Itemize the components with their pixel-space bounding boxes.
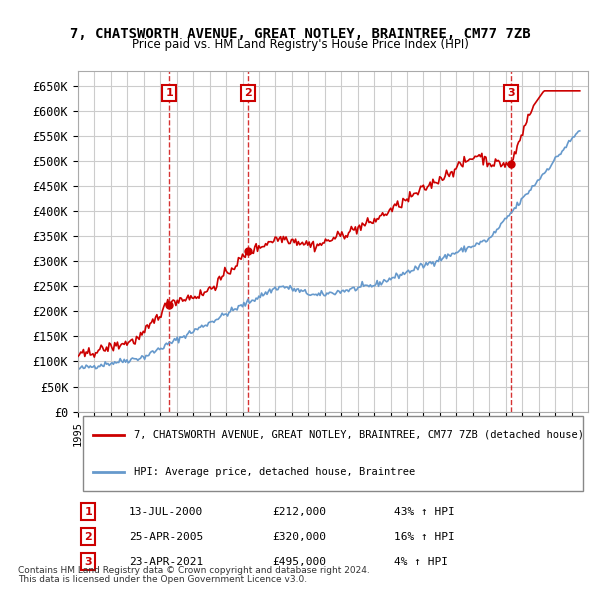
- Text: 7, CHATSWORTH AVENUE, GREAT NOTLEY, BRAINTREE, CM77 7ZB (detached house): 7, CHATSWORTH AVENUE, GREAT NOTLEY, BRAI…: [134, 430, 584, 440]
- Text: 13-JUL-2000: 13-JUL-2000: [129, 507, 203, 517]
- Text: 4% ↑ HPI: 4% ↑ HPI: [394, 556, 448, 566]
- Text: 25-APR-2005: 25-APR-2005: [129, 532, 203, 542]
- Text: 1: 1: [165, 88, 173, 98]
- Text: £212,000: £212,000: [272, 507, 326, 517]
- Text: 2: 2: [244, 88, 251, 98]
- Text: 2: 2: [85, 532, 92, 542]
- Text: 23-APR-2021: 23-APR-2021: [129, 556, 203, 566]
- Text: 16% ↑ HPI: 16% ↑ HPI: [394, 532, 455, 542]
- Text: £320,000: £320,000: [272, 532, 326, 542]
- Text: Price paid vs. HM Land Registry's House Price Index (HPI): Price paid vs. HM Land Registry's House …: [131, 38, 469, 51]
- Text: This data is licensed under the Open Government Licence v3.0.: This data is licensed under the Open Gov…: [18, 575, 307, 584]
- Text: Contains HM Land Registry data © Crown copyright and database right 2024.: Contains HM Land Registry data © Crown c…: [18, 566, 370, 575]
- Text: 1: 1: [85, 507, 92, 517]
- Text: 3: 3: [85, 556, 92, 566]
- Text: 43% ↑ HPI: 43% ↑ HPI: [394, 507, 455, 517]
- Text: 7, CHATSWORTH AVENUE, GREAT NOTLEY, BRAINTREE, CM77 7ZB: 7, CHATSWORTH AVENUE, GREAT NOTLEY, BRAI…: [70, 27, 530, 41]
- Text: 3: 3: [507, 88, 515, 98]
- Text: HPI: Average price, detached house, Braintree: HPI: Average price, detached house, Brai…: [134, 467, 415, 477]
- Text: £495,000: £495,000: [272, 556, 326, 566]
- FancyBboxPatch shape: [83, 416, 583, 491]
